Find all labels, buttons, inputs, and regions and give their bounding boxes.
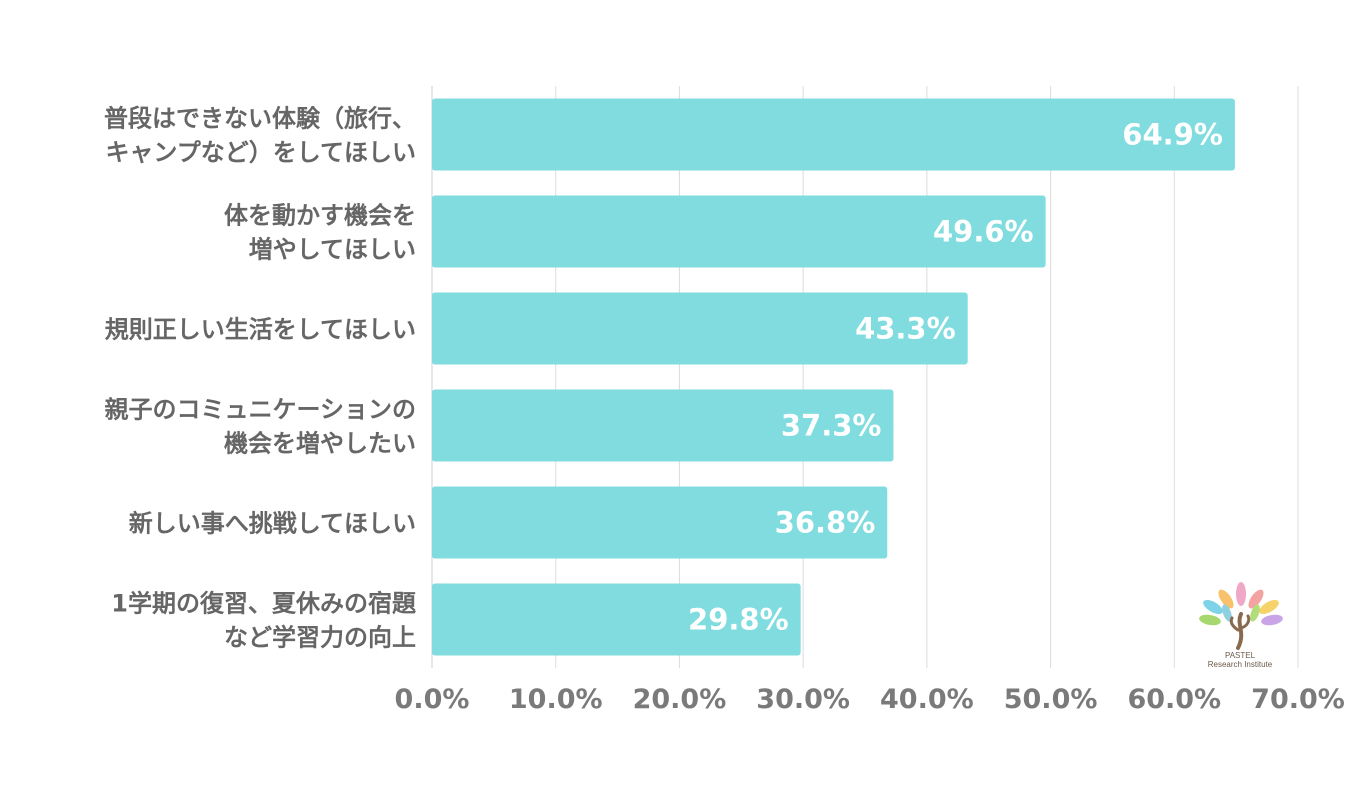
data-label-5: 29.8% [688,603,789,637]
bar-3 [432,389,894,462]
category-label-2-line-0: 規則正しい生活をしてほしい [105,316,416,344]
logo-leaves-icon [1199,582,1283,650]
category-labels: 普段はできない体験（旅行、キャンプなど）をしてほしい体を動かす機会を増やしてほし… [104,105,417,652]
category-label-4-line-0: 新しい事へ挑戦してほしい [129,510,416,538]
bar-5 [432,583,801,656]
x-tick-label-3: 30.0% [756,684,850,715]
data-label-4: 36.8% [775,506,876,540]
bar-4 [432,486,888,559]
category-label-5-line-1: など学習力の向上 [224,624,416,652]
bar-2 [432,292,968,365]
category-label-0-line-1: キャンプなど）をしてほしい [105,139,416,167]
x-tick-label-1: 10.0% [509,684,603,715]
category-label-3-line-1: 機会を増やしたい [224,430,416,458]
category-label-3-line-0: 親子のコミュニケーションの [104,396,416,424]
data-label-3: 37.3% [781,409,882,443]
pastel-logo: PASTEL Research Institute [1199,582,1283,669]
category-label-0-line-0: 普段はできない体験（旅行、 [104,105,416,133]
x-tick-label-4: 40.0% [880,684,974,715]
data-label-2: 43.3% [855,312,956,346]
bars: 64.9% 49.6% 43.3% 37.3% 36.8% 29.8% [432,98,1235,656]
data-label-0: 64.9% [1122,118,1223,152]
category-label-5-line-0: 1学期の復習、夏休みの宿題 [111,590,417,618]
x-tick-label-6: 60.0% [1127,684,1221,715]
logo-subtitle: Research Institute [1208,660,1273,669]
category-label-1-line-1: 増やしてほしい [249,236,416,264]
bar-1 [432,195,1046,268]
x-tick-label-5: 50.0% [1004,684,1098,715]
x-tick-label-0: 0.0% [395,684,470,715]
grid-lines [431,86,1299,668]
x-axis-tick-labels: 0.0% 10.0% 20.0% 30.0% 40.0% 50.0% 60.0% 70.0% [395,684,1345,715]
x-tick-label-2: 20.0% [633,684,727,715]
logo-name: PASTEL [1225,651,1256,660]
category-label-1-line-0: 体を動かす機会を [224,202,416,230]
x-tick-label-7: 70.0% [1251,684,1345,715]
data-label-1: 49.6% [933,215,1034,249]
bar-0 [432,98,1235,171]
